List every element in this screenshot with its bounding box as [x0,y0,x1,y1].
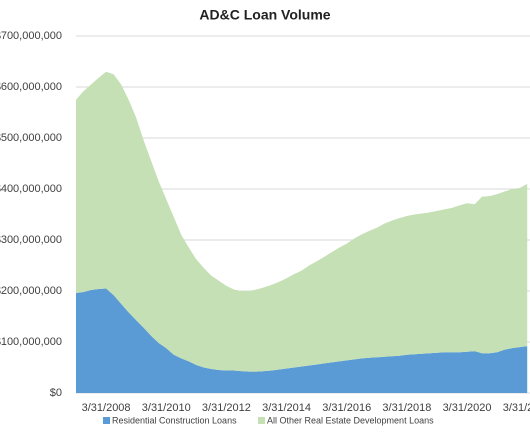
x-tick-label: 3/31/2022 [503,402,530,414]
x-tick-label: 3/31/2008 [82,402,131,414]
legend-swatch [103,417,110,424]
area [76,71,528,372]
y-tick-label: $600,000,000 [0,81,62,93]
y-tick-label: $300,000,000 [0,234,62,246]
y-tick-label: $100,000,000 [0,336,62,348]
x-tick-label: 3/31/2016 [322,402,371,414]
x-tick-label: 3/31/2020 [443,402,492,414]
y-tick-label: $500,000,000 [0,132,62,144]
y-tick-label: $700,000,000 [0,30,62,42]
y-tick-label: $400,000,000 [0,183,62,195]
x-tick-label: 3/31/2014 [262,402,311,414]
area [76,288,528,393]
legend-label: All Other Real Estate Development Loans [267,415,434,425]
legend-label: Residential Construction Loans [112,415,237,425]
x-tick-label: 3/31/2018 [382,402,431,414]
chart-title: AD&C Loan Volume [199,7,330,23]
x-tick-label: 3/31/2010 [142,402,191,414]
y-tick-label: $200,000,000 [0,285,62,297]
legend-swatch [258,417,265,424]
x-tick-label: 3/31/2012 [202,402,251,414]
y-tick-label: $0 [50,387,62,399]
